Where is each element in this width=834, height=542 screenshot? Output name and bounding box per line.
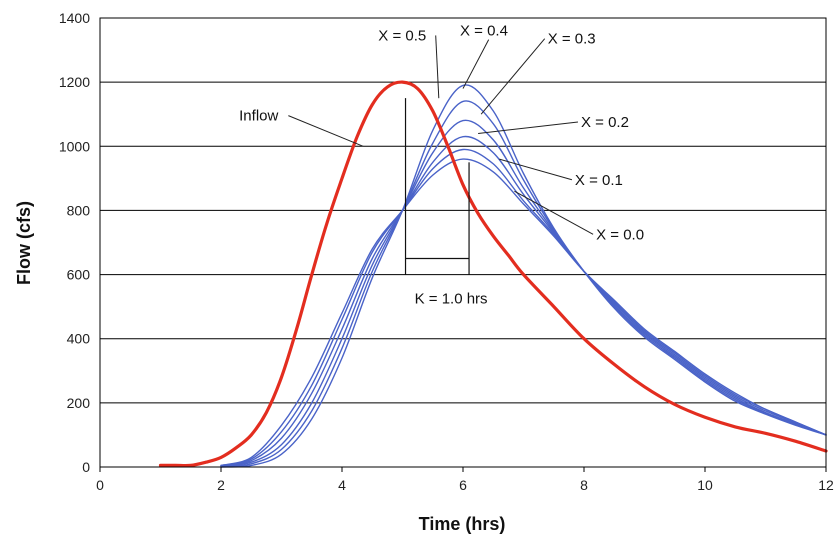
y-tick-label: 1200: [59, 74, 90, 90]
y-tick-label: 0: [82, 459, 90, 475]
x-tick-label: 8: [580, 477, 588, 493]
annotation-leader-line: [478, 121, 579, 134]
annotation-leader-line: [514, 190, 594, 235]
series-line-inflow: [158, 80, 828, 468]
x-tick-label: 0: [96, 477, 104, 493]
x-axis-title: Time (hrs): [419, 514, 506, 534]
annotation-label: Inflow: [239, 108, 278, 125]
annotation-label: X = 0.0: [596, 226, 644, 243]
annotation-leader-line: [462, 39, 490, 89]
annotation-label: X = 0.4: [460, 23, 508, 40]
series-line-x-0-4: [220, 100, 827, 468]
x-tick-label: 2: [217, 477, 225, 493]
grid-layer: [100, 17, 826, 468]
annotation-label: X = 0.5: [378, 27, 426, 44]
series-line-x-0-0: [220, 158, 827, 467]
annotation-label: X = 0.2: [581, 114, 629, 131]
annotation-label: K = 1.0 hrs: [415, 290, 488, 307]
annotation-leader-line: [435, 35, 440, 99]
series-line-x-0-1: [220, 148, 827, 467]
annotation-leader-line: [480, 38, 546, 115]
x-tick-label: 6: [459, 477, 467, 493]
y-tick-label: 1000: [59, 138, 90, 154]
series-line-x-0-2: [220, 135, 827, 467]
axis-layer: 0 200 400 600 800 1000 1200 1400 0 2 4 6 8 10 12: [59, 10, 834, 493]
y-tick-label: 1400: [59, 10, 90, 26]
series-line-x-0-3: [220, 119, 827, 468]
y-tick-label: 800: [67, 202, 91, 218]
y-axis-title: Flow (cfs): [14, 201, 34, 285]
annotation-label: X = 0.1: [575, 172, 623, 189]
y-tick-label: 400: [67, 331, 91, 347]
annotation-leader-line: [499, 158, 573, 181]
y-tick-label: 200: [67, 395, 91, 411]
series-layer: [158, 80, 828, 468]
annotation-leader-line: [288, 115, 364, 147]
x-tick-label: 12: [818, 477, 834, 493]
y-tick-label: 600: [67, 267, 91, 283]
x-tick-label: 10: [697, 477, 713, 493]
annotation-label: X = 0.3: [548, 31, 596, 48]
series-line-x-0-5: [220, 84, 827, 468]
annotation-layer: Inflow X = 0.5 X = 0.4 X = 0.3 X = 0.2 X = 0.…: [239, 23, 644, 308]
x-tick-label: 4: [338, 477, 346, 493]
